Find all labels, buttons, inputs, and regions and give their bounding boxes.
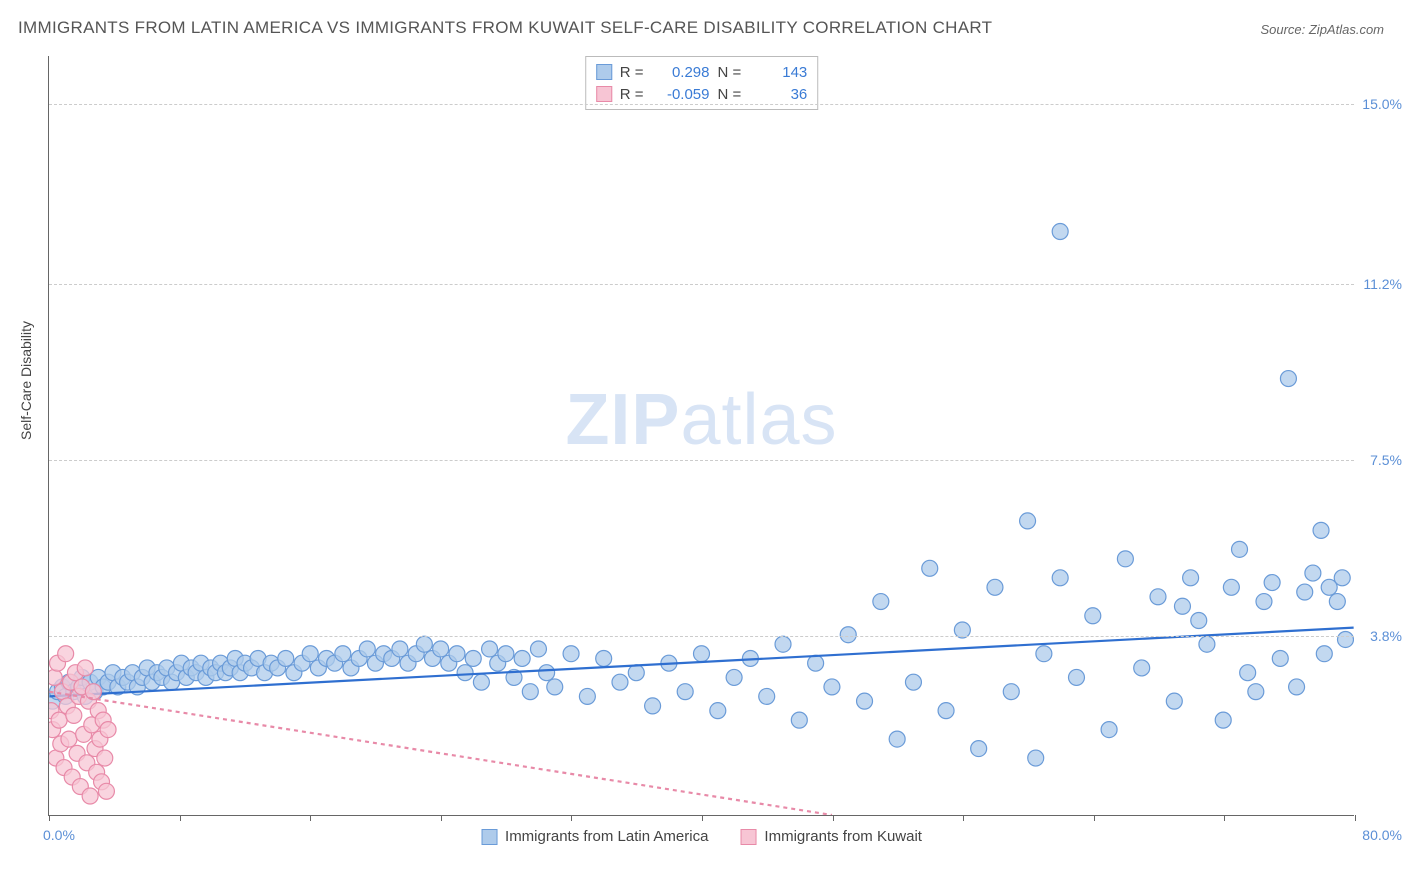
r-value-series1: 0.298 <box>652 64 710 81</box>
y-tick-label: 3.8% <box>1358 628 1402 644</box>
n-value-series2: 36 <box>749 86 807 103</box>
plot-area: ZIPatlas R = 0.298 N = 143 R = -0.059 N … <box>48 56 1354 816</box>
legend-item-series2: Immigrants from Kuwait <box>740 828 922 845</box>
gridline <box>49 636 1354 637</box>
gridline <box>49 284 1354 285</box>
scatter-svg <box>49 56 1354 815</box>
x-tick <box>1094 815 1095 821</box>
watermark: ZIPatlas <box>565 379 837 461</box>
x-tick <box>963 815 964 821</box>
bottom-legend: Immigrants from Latin America Immigrants… <box>481 828 922 845</box>
gridline <box>49 104 1354 105</box>
x-tick <box>1224 815 1225 821</box>
source-attribution: Source: ZipAtlas.com <box>1260 22 1384 37</box>
x-tick <box>49 815 50 821</box>
watermark-bold: ZIP <box>565 380 680 460</box>
x-tick <box>1355 815 1356 821</box>
n-value-series1: 143 <box>749 64 807 81</box>
x-tick <box>441 815 442 821</box>
y-tick-label: 11.2% <box>1358 276 1402 292</box>
gridline <box>49 460 1354 461</box>
chart-title: IMMIGRANTS FROM LATIN AMERICA VS IMMIGRA… <box>18 18 992 38</box>
swatch-series2 <box>596 86 612 102</box>
legend-label-series1: Immigrants from Latin America <box>505 828 708 845</box>
legend-item-series1: Immigrants from Latin America <box>481 828 708 845</box>
legend-label-series2: Immigrants from Kuwait <box>764 828 922 845</box>
stats-box: R = 0.298 N = 143 R = -0.059 N = 36 <box>585 56 819 110</box>
watermark-rest: atlas <box>680 380 837 460</box>
n-label: N = <box>718 86 742 103</box>
stats-row-series2: R = -0.059 N = 36 <box>596 83 808 105</box>
y-axis-title: Self-Care Disability <box>18 321 34 440</box>
x-tick <box>833 815 834 821</box>
r-value-series2: -0.059 <box>652 86 710 103</box>
swatch-series1 <box>596 64 612 80</box>
x-max-label: 80.0% <box>1362 827 1402 843</box>
x-tick <box>702 815 703 821</box>
x-min-label: 0.0% <box>43 827 75 843</box>
y-tick-label: 7.5% <box>1358 452 1402 468</box>
stats-row-series1: R = 0.298 N = 143 <box>596 61 808 83</box>
x-tick <box>571 815 572 821</box>
x-tick <box>180 815 181 821</box>
x-tick <box>310 815 311 821</box>
r-label: R = <box>620 86 644 103</box>
legend-swatch-series2 <box>740 829 756 845</box>
r-label: R = <box>620 64 644 81</box>
legend-swatch-series1 <box>481 829 497 845</box>
n-label: N = <box>718 64 742 81</box>
y-tick-label: 15.0% <box>1358 96 1402 112</box>
